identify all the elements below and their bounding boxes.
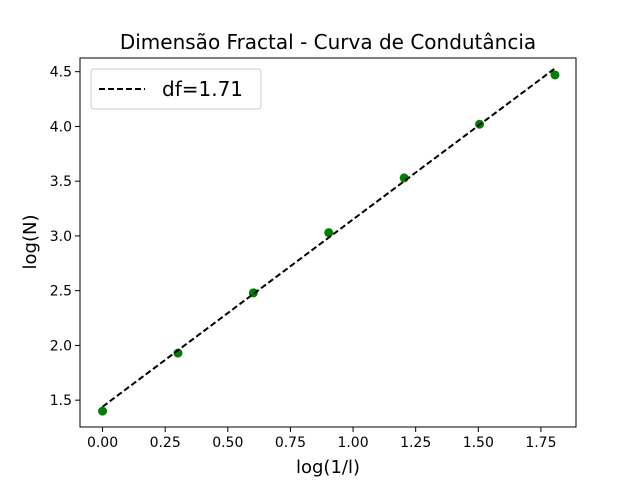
x-ticks: 0.00 0.25 0.50 0.75 1.00 1.25 1.50 1.75: [87, 427, 557, 451]
x-tick-label: 0.25: [150, 435, 181, 451]
y-tick-label: 2.5: [50, 284, 72, 300]
data-point: [324, 228, 334, 238]
y-ticks: 1.5 2.0 2.5 3.0 3.5 4.0 4.5: [50, 65, 80, 409]
y-tick-label: 4.5: [50, 65, 72, 81]
legend: df=1.71: [90, 68, 262, 110]
y-tick-label: 4.0: [50, 119, 72, 135]
plot-area: [80, 58, 576, 427]
y-axis-label: log(N): [20, 215, 41, 270]
legend-label: df=1.71: [162, 77, 243, 101]
x-axis-label: log(1/l): [296, 457, 360, 478]
data-point: [98, 406, 108, 416]
y-tick-label: 3.5: [50, 174, 72, 190]
x-tick-label: 0.75: [275, 435, 306, 451]
data-point: [550, 70, 560, 80]
x-tick-label: 1.25: [400, 435, 431, 451]
x-tick-label: 0.50: [212, 435, 243, 451]
x-tick-label: 1.50: [463, 435, 494, 451]
x-tick-label: 1.75: [525, 435, 556, 451]
series-layer: [98, 67, 560, 416]
legend-box: [90, 68, 262, 110]
y-tick-label: 1.5: [50, 393, 72, 409]
y-tick-label: 3.0: [50, 229, 72, 245]
fit-line: [101, 67, 556, 408]
plot-frame: [79, 57, 577, 428]
chart-title: Dimensão Fractal - Curva de Condutância: [120, 30, 536, 54]
x-tick-label: 0.00: [87, 435, 118, 451]
x-tick-label: 1.00: [337, 435, 368, 451]
y-tick-label: 2.0: [50, 338, 72, 354]
